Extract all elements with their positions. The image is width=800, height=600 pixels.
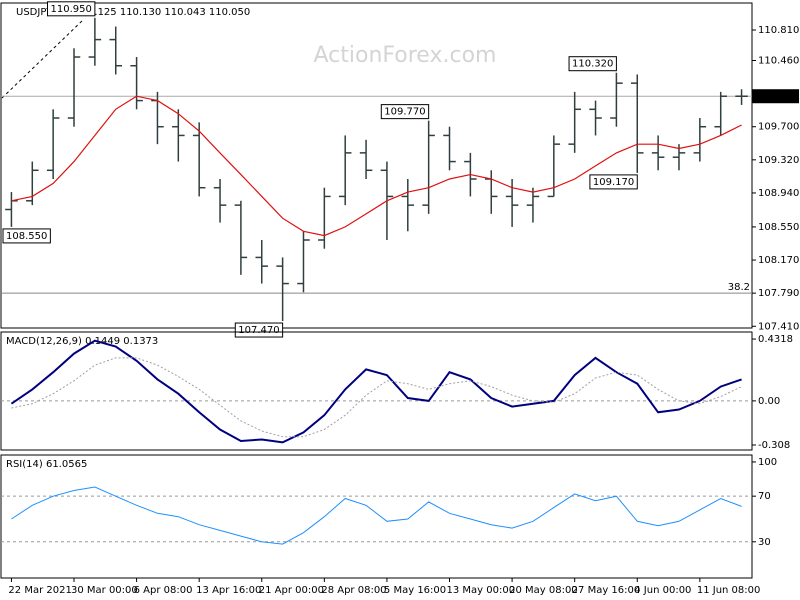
annotation-box [380,104,430,120]
y-tick-label: 70 [758,491,771,502]
indicator-line [11,486,742,545]
y-tick-label: 109.700 [758,122,799,133]
y-tick-label: 30 [758,537,771,548]
trend-line [1,18,85,99]
indicator-line [10,339,742,444]
y-tick-label: 110.460 [758,56,799,67]
y-tick-label: 0.4318 [758,334,793,345]
panel-frame [0,2,753,329]
annotation-label: 108.550 [6,231,47,242]
x-tick-label: 30 Mar 00:00 [71,585,138,596]
annotation-box [2,228,51,244]
x-tick-label: 4 Jun 00:00 [634,585,691,596]
moving-average [11,95,742,237]
x-tick-label: 13 May 00:00 [447,585,516,596]
annotation-label: 109.170 [593,177,634,188]
x-tick-label: 5 May 16:00 [384,585,446,596]
annotation-box [234,322,284,338]
x-tick-label: 27 May 16:00 [572,585,641,596]
panel-title: RSI(14) 61.0565 [6,459,87,470]
annotation-label: 110.950 [51,4,92,15]
level-label: 38.2 [728,282,750,293]
panel-frame [0,331,753,451]
y-tick-label: -0.308 [758,440,790,451]
last-price-box [752,89,799,104]
annotation-label: 110.320 [572,59,613,70]
annotation-box [568,56,617,72]
annotation-label: 109.770 [384,107,425,118]
y-tick-label: 108.170 [758,255,799,266]
quote: 110.125 110.130 110.043 110.050 [75,7,250,18]
panel-frame [0,454,753,579]
panel-title: USDJPY,H4 [16,7,69,18]
annotation-box [47,1,96,17]
y-tick-label: 109.320 [758,155,799,166]
y-tick-label: 107.790 [758,288,799,299]
y-tick-label: 108.940 [758,188,799,199]
last-price-label: 110.050 [757,91,798,102]
annotation-box [589,174,638,190]
x-tick-label: 13 Apr 16:00 [196,585,261,596]
x-tick-label: 21 Apr 00:00 [259,585,324,596]
annotation-label: 107.470 [238,325,279,336]
x-tick-label: 6 Apr 08:00 [134,585,193,596]
panel-title: MACD(12,26,9) 0.1449 0.1373 [6,336,158,347]
x-tick-label: 20 May 08:00 [509,585,578,596]
watermark: ActionForex.com [314,43,497,68]
y-tick-label: 107.410 [758,321,799,332]
x-tick-label: 11 Jun 08:00 [697,585,761,596]
indicator-line [11,357,742,438]
y-tick-label: 108.550 [758,222,799,233]
y-tick-label: 0.00 [758,396,780,407]
x-tick-label: 28 Apr 08:00 [321,585,386,596]
y-tick-label: 110.810 [758,25,799,36]
x-tick-label: 22 Mar 2021 [8,585,71,596]
y-tick-label: 100 [758,457,777,468]
